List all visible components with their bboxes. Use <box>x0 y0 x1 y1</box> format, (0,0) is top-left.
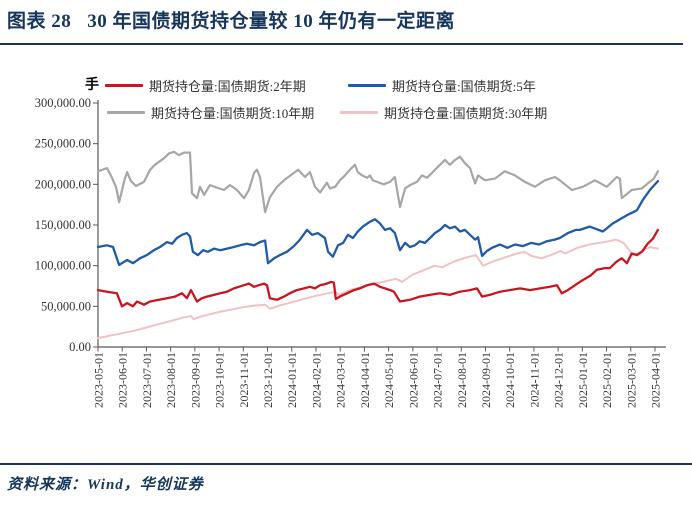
figure-number: 图表 28 <box>7 11 72 32</box>
x-tick-label: 2024-12-01 <box>552 352 566 408</box>
x-tick-label: 2023-08-01 <box>164 352 178 408</box>
x-tick-label: 2023-06-01 <box>116 352 130 408</box>
legend-line-5y-icon <box>348 84 386 87</box>
footer-divider <box>0 463 692 465</box>
legend-item-2y: 期货持仓量:国债期货:2年期 <box>105 76 306 95</box>
y-tick-label: 50,000.00 <box>41 299 91 313</box>
x-tick-label: 2024-09-01 <box>479 352 493 408</box>
x-tick-label: 2024-07-01 <box>431 352 445 408</box>
legend-line-30y-icon <box>340 111 378 114</box>
legend-line-2y-icon <box>105 84 143 87</box>
legend-item-10y: 期货持仓量:国债期货:10年期 <box>107 103 314 122</box>
x-tick-label: 2023-09-01 <box>188 352 202 408</box>
legend-label-2y: 期货持仓量:国债期货:2年期 <box>149 79 306 94</box>
y-tick-label: 150,000.00 <box>35 218 91 232</box>
page-title: 30 年国债期货持仓量较 10 年仍有一定距离 <box>87 11 456 32</box>
legend-item-30y: 期货持仓量:国债期货:30年期 <box>340 103 547 122</box>
legend-label-10y: 期货持仓量:国债期货:10年期 <box>151 106 315 121</box>
x-tick-label: 2024-05-01 <box>382 352 396 408</box>
y-tick-label: 0.00 <box>69 340 91 354</box>
y-tick-label: 200,000.00 <box>35 177 91 191</box>
x-tick-label: 2024-11-01 <box>527 352 541 408</box>
x-tick-label: 2025-04-01 <box>648 352 662 408</box>
x-tick-label: 2023-07-01 <box>140 352 154 408</box>
y-tick-label: 300,000.00 <box>35 96 91 110</box>
series-line-30y <box>97 238 659 340</box>
x-tick-label: 2025-03-01 <box>624 352 638 408</box>
x-tick-label: 2024-03-01 <box>334 352 348 408</box>
x-tick-label: 2025-02-01 <box>600 352 614 408</box>
y-axis-unit-label: 手 <box>85 78 99 93</box>
series-line-10y <box>96 150 660 214</box>
series-line-5y <box>96 179 660 267</box>
y-tick-label: 100,000.00 <box>35 259 91 273</box>
x-tick-label: 2023-05-01 <box>92 352 106 408</box>
x-tick-label: 2023-11-01 <box>237 352 251 408</box>
x-tick-label: 2024-08-01 <box>455 352 469 408</box>
legend-label-5y: 期货持仓量:国债期货:5年 <box>392 79 536 94</box>
x-tick-label: 2024-01-01 <box>285 352 299 408</box>
legend-line-10y-icon <box>107 111 145 114</box>
x-tick-label: 2023-10-01 <box>213 352 227 408</box>
x-tick-label: 2023-12-01 <box>261 352 275 408</box>
x-tick-label: 2025-01-01 <box>576 352 590 408</box>
y-tick-label: 250,000.00 <box>35 137 91 151</box>
legend-item-5y: 期货持仓量:国债期货:5年 <box>348 76 536 95</box>
x-tick-label: 2024-10-01 <box>503 352 517 408</box>
title-divider <box>0 43 683 45</box>
figure-title: 图表 28 30 年国债期货持仓量较 10 年仍有一定距离 <box>7 6 687 33</box>
series-line-2y <box>96 228 660 308</box>
source-note: 资料来源：Wind，华创证券 <box>7 477 204 493</box>
x-tick-label: 2024-04-01 <box>358 352 372 408</box>
legend-label-30y: 期货持仓量:国债期货:30年期 <box>384 106 548 121</box>
x-tick-label: 2024-06-01 <box>406 352 420 408</box>
x-tick-label: 2024-02-01 <box>309 352 323 408</box>
